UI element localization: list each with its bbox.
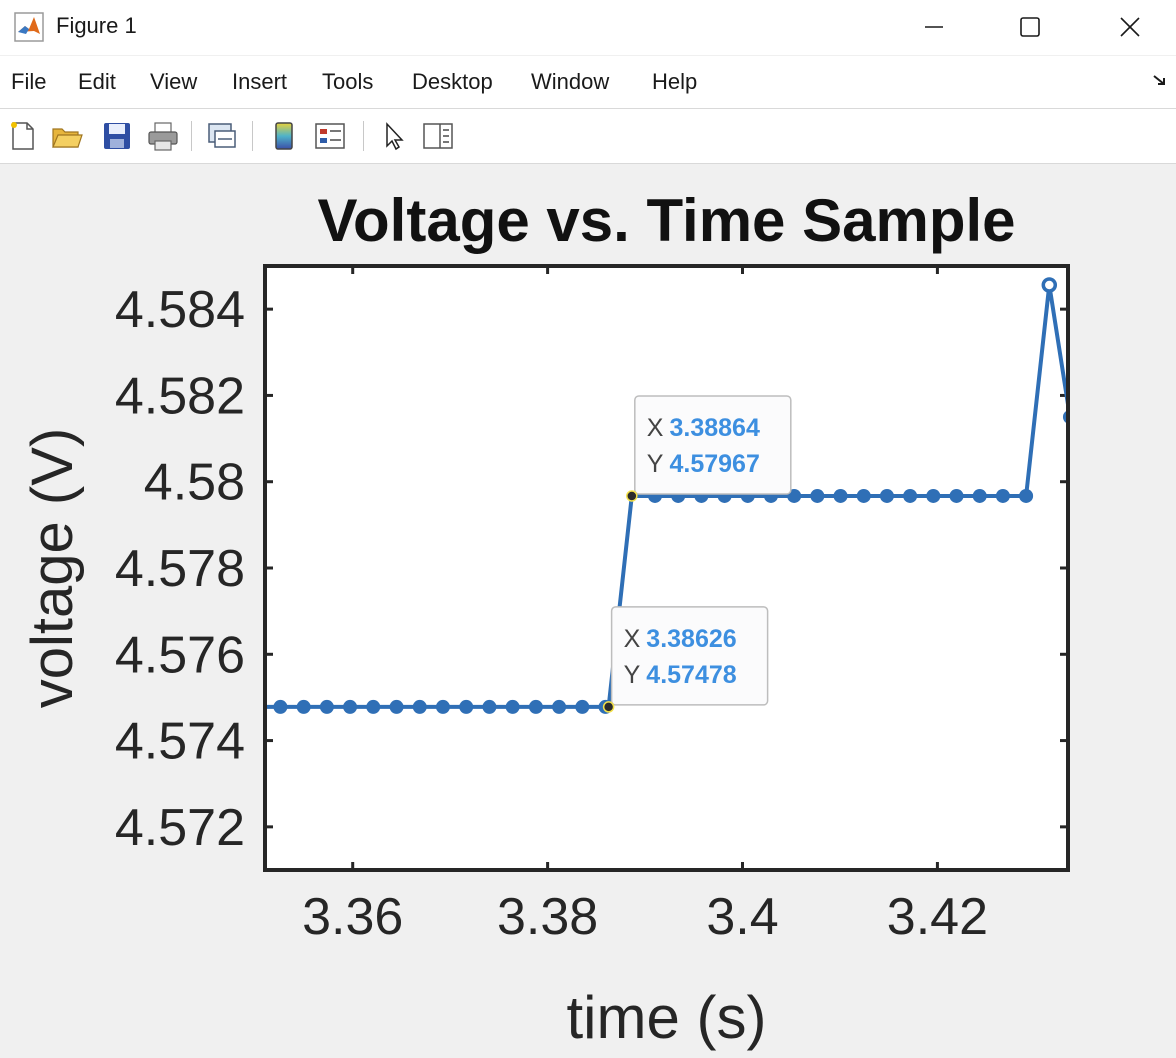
data-point[interactable]	[552, 699, 567, 714]
minimize-icon	[925, 26, 943, 28]
matlab-logo-icon	[14, 12, 44, 42]
data-point[interactable]	[459, 699, 474, 714]
menu-edit[interactable]: Edit	[78, 69, 116, 94]
y-tick-label: 4.574	[115, 713, 245, 771]
data-point[interactable]	[482, 699, 497, 714]
x-tick-label: 3.38	[497, 888, 598, 946]
data-point[interactable]	[575, 699, 590, 714]
toolbar-separator	[252, 121, 253, 151]
axes-frame	[263, 264, 1070, 872]
x-tick-label: 3.36	[302, 888, 403, 946]
maximize-icon	[1020, 17, 1040, 37]
window-title: Figure 1	[56, 13, 137, 38]
datatip-x-value: 3.38864	[669, 414, 759, 442]
menu-insert[interactable]: Insert	[232, 69, 288, 94]
x-tick-label: 3.42	[887, 888, 988, 946]
legend-icon[interactable]	[313, 119, 347, 153]
new-document-icon[interactable]	[6, 119, 40, 153]
toolbar-separator	[191, 121, 192, 151]
data-point[interactable]	[1041, 277, 1058, 293]
data-point[interactable]	[972, 488, 987, 503]
data-point[interactable]	[856, 488, 871, 503]
datatip-box	[634, 395, 792, 495]
figure-canvas: 3.36 3.38 3.4 3.42 4.572 4.574 4.576 4.578 4.58 4…	[6, 164, 1176, 1058]
datatip-y-line: Y 4.57478	[624, 661, 737, 689]
datatip-x-line: X 3.38626	[624, 625, 737, 653]
folder-open-icon[interactable]	[50, 119, 84, 153]
datatip-box	[610, 606, 769, 706]
menu-help[interactable]: Help	[652, 69, 698, 94]
datatip-y-label: Y	[624, 661, 641, 689]
y-axis-label: voltage (V)	[20, 428, 85, 708]
data-point[interactable]	[319, 699, 334, 714]
data-point[interactable]	[366, 699, 381, 714]
y-tick-label: 4.572	[115, 799, 245, 857]
datatip-x-value: 3.38626	[646, 625, 736, 653]
pointer-arrow-icon[interactable]	[378, 119, 412, 153]
x-axis-label: time (s)	[567, 984, 767, 1051]
y-tick-label: 4.58	[144, 454, 245, 512]
x-tick-label: 3.4	[706, 888, 778, 946]
data-point[interactable]	[343, 699, 358, 714]
data-point[interactable]	[412, 699, 427, 714]
close-icon	[1120, 17, 1140, 37]
datatip-y-label: Y	[647, 450, 664, 478]
menu-tools[interactable]: Tools	[322, 69, 374, 94]
data-point[interactable]	[528, 699, 543, 714]
y-tick-label: 4.578	[115, 540, 245, 598]
printer-icon[interactable]	[146, 119, 180, 153]
y-tick-label: 4.584	[115, 281, 245, 339]
menu-window[interactable]: Window	[531, 69, 610, 94]
menu-view[interactable]: View	[150, 69, 198, 94]
data-point[interactable]	[879, 488, 894, 503]
data-point[interactable]	[389, 699, 404, 714]
title-bar: Figure 1	[0, 0, 1176, 55]
data-point[interactable]	[995, 488, 1010, 503]
datatip-y-value: 4.57478	[646, 661, 736, 689]
figure-toolbar	[0, 109, 1176, 164]
menu-file[interactable]: File	[11, 69, 47, 94]
minimize-button[interactable]	[884, 0, 984, 54]
data-point[interactable]	[1019, 488, 1034, 503]
datatip-x-line: X 3.38864	[647, 414, 760, 442]
data-point[interactable]	[926, 488, 941, 503]
toolbar-separator	[363, 121, 364, 151]
menu-desktop[interactable]: Desktop	[412, 69, 493, 94]
maximize-button[interactable]	[980, 0, 1080, 54]
link-plot-icon[interactable]	[205, 119, 239, 153]
datatip-x-label: X	[624, 625, 641, 653]
dock-arrow-icon[interactable]	[1152, 74, 1168, 88]
datatip-x-label: X	[647, 414, 664, 442]
menu-bar: File Edit View Insert Tools Desktop Wind…	[0, 56, 1176, 109]
datatip-y-line: Y 4.57967	[647, 450, 760, 478]
y-tick-label: 4.582	[115, 367, 245, 425]
property-panel-icon[interactable]	[421, 119, 455, 153]
data-point[interactable]	[250, 700, 264, 714]
data-point[interactable]	[435, 699, 450, 714]
datatip-marker	[626, 490, 638, 502]
colorbar-icon[interactable]	[267, 119, 301, 153]
data-point[interactable]	[903, 488, 918, 503]
data-point[interactable]	[505, 699, 520, 714]
data-point[interactable]	[273, 699, 288, 714]
floppy-disk-icon[interactable]	[100, 119, 134, 153]
data-point[interactable]	[833, 488, 848, 503]
y-tick-label: 4.576	[115, 626, 245, 684]
close-button[interactable]	[1080, 0, 1176, 54]
data-point[interactable]	[810, 488, 825, 503]
chart-title: Voltage vs. Time Sample	[317, 187, 1015, 254]
plot-area	[265, 266, 1068, 870]
datatip-y-value: 4.57967	[669, 450, 759, 478]
datatip-marker	[602, 701, 615, 713]
data-point[interactable]	[296, 699, 311, 714]
line-chart[interactable]: 3.36 3.38 3.4 3.424.5724.5744.5764.5784.584…	[6, 164, 1176, 1058]
data-point[interactable]	[949, 488, 964, 503]
